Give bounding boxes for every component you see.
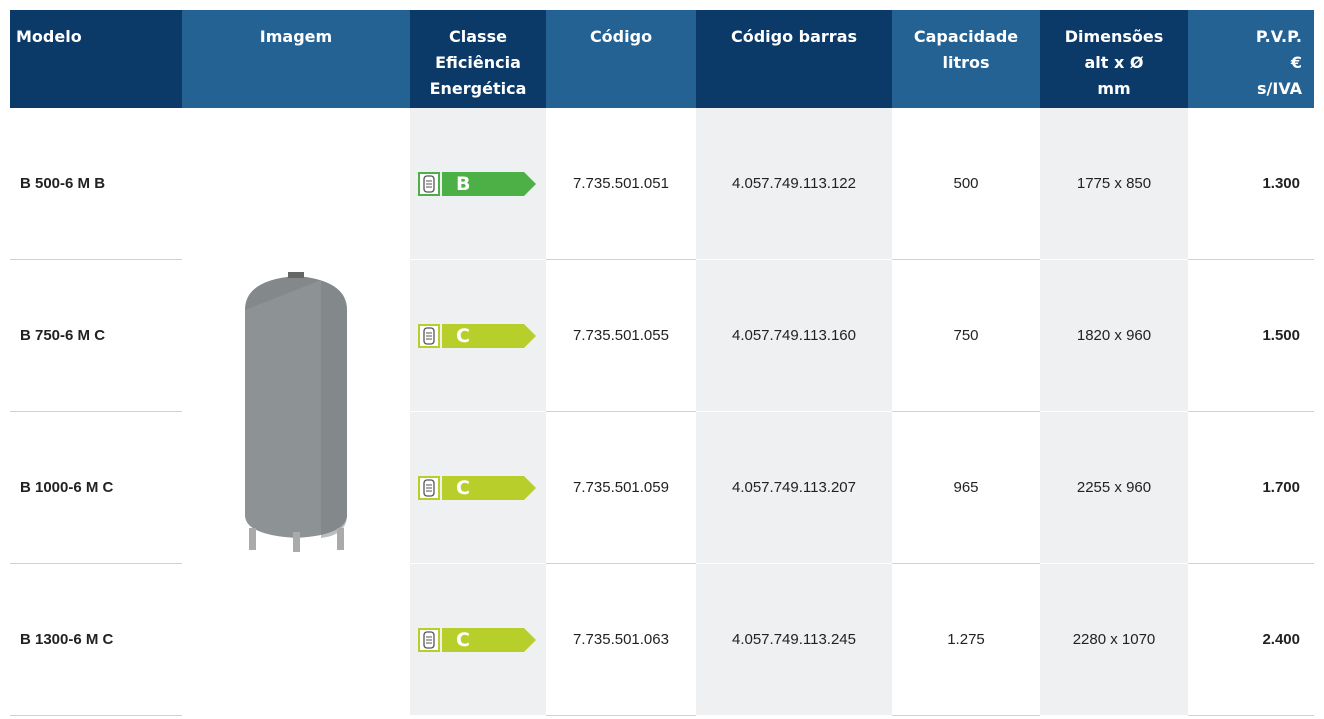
table-cell: 4.057.749.113.207 xyxy=(696,412,892,564)
header-text: litros xyxy=(898,50,1034,76)
header-text: Imagem xyxy=(188,24,404,50)
table-cell: B 1000-6 M C xyxy=(10,412,182,564)
energy-label: C xyxy=(418,324,546,348)
header-text: s/IVA xyxy=(1194,76,1302,102)
header-cell: Imagem xyxy=(182,10,410,108)
energy-arrow xyxy=(418,476,536,500)
table-cell: B xyxy=(410,108,546,260)
table-cell: 1.300 xyxy=(1188,108,1314,260)
table-cell: 1775 x 850 xyxy=(1040,108,1188,260)
table-cell: C xyxy=(410,412,546,564)
table-cell: B 500-6 M B xyxy=(10,108,182,260)
header-cell: Modelo xyxy=(10,10,182,108)
energy-label: C xyxy=(418,476,546,500)
energy-arrow xyxy=(418,324,536,348)
header-text: Código xyxy=(552,24,690,50)
header-text: Modelo xyxy=(16,24,176,50)
energy-label: B xyxy=(418,172,546,196)
table-cell: 1820 x 960 xyxy=(1040,260,1188,412)
table-cell: B 1300-6 M C xyxy=(10,564,182,716)
table-cell: 4.057.749.113.160 xyxy=(696,260,892,412)
energy-class: C xyxy=(456,325,470,347)
table-cell: 4.057.749.113.122 xyxy=(696,108,892,260)
energy-arrow xyxy=(418,628,536,652)
table-cell: C xyxy=(410,564,546,716)
header-text: Eficiência xyxy=(416,50,540,76)
table-cell: 4.057.749.113.245 xyxy=(696,564,892,716)
page: ModeloImagemClasseEficiênciaEnergéticaCó… xyxy=(0,0,1324,719)
header-text: mm xyxy=(1046,76,1182,102)
energy-class: B xyxy=(456,173,470,195)
header-text: Energética xyxy=(416,76,540,102)
header-text: Dimensões xyxy=(1046,24,1182,50)
table-cell: 965 xyxy=(892,412,1040,564)
table-cell: 2280 x 1070 xyxy=(1040,564,1188,716)
table-cell: 7.735.501.055 xyxy=(546,260,696,412)
table-cell: C xyxy=(410,260,546,412)
header-text: Capacidade xyxy=(898,24,1034,50)
energy-label: C xyxy=(418,628,546,652)
table-cell: 7.735.501.051 xyxy=(546,108,696,260)
energy-class: C xyxy=(456,629,470,651)
energy-class: C xyxy=(456,477,470,499)
table-cell: 1.500 xyxy=(1188,260,1314,412)
header-text: P.V.P. xyxy=(1194,24,1302,50)
table-cell: 2255 x 960 xyxy=(1040,412,1188,564)
table-cell: 7.735.501.059 xyxy=(546,412,696,564)
image-cell xyxy=(182,108,410,716)
header-cell: Código xyxy=(546,10,696,108)
table-cell: 2.400 xyxy=(1188,564,1314,716)
table-cell: B 750-6 M C xyxy=(10,260,182,412)
energy-arrow xyxy=(418,172,536,196)
header-text: Código barras xyxy=(702,24,886,50)
table-cell: 750 xyxy=(892,260,1040,412)
header-cell: P.V.P.€s/IVA xyxy=(1188,10,1314,108)
header-cell: Código barras xyxy=(696,10,892,108)
header-text: alt x Ø xyxy=(1046,50,1182,76)
table-cell: 1.275 xyxy=(892,564,1040,716)
table-cell: 500 xyxy=(892,108,1040,260)
tank-image xyxy=(231,260,361,560)
table-cell: 1.700 xyxy=(1188,412,1314,564)
table-cell: 7.735.501.063 xyxy=(546,564,696,716)
header-text: Classe xyxy=(416,24,540,50)
header-text: € xyxy=(1194,50,1302,76)
